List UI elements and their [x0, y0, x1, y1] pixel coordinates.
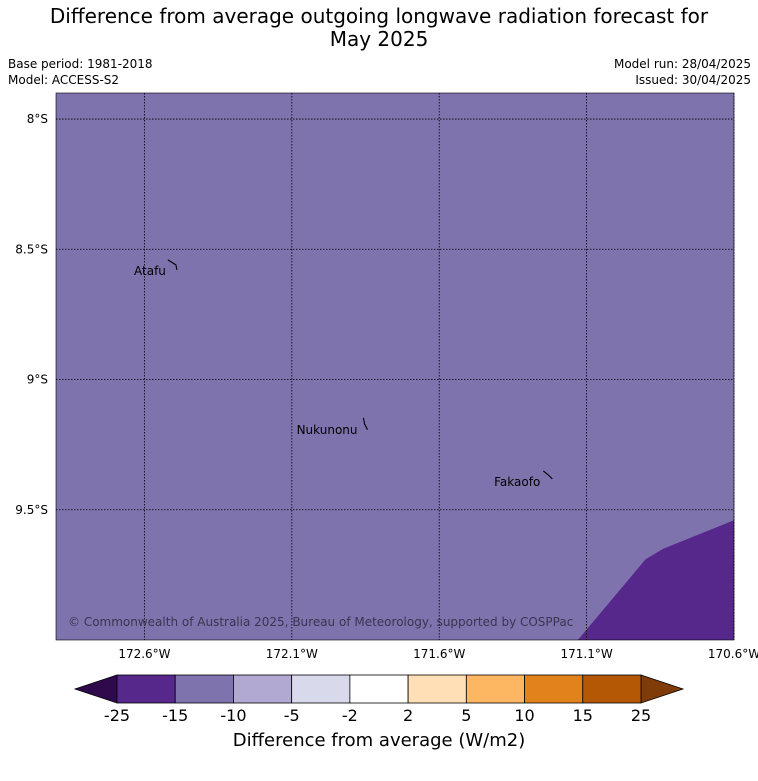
lat-tick-label: 8.5°S: [15, 242, 48, 256]
metadata-left: Base period: 1981-2018 Model: ACCESS-S2: [8, 56, 153, 88]
copyright-text: © Commonwealth of Australia 2025, Bureau…: [68, 615, 573, 629]
lat-tick-label: 9°S: [27, 373, 48, 387]
place-label-atafu: Atafu: [134, 264, 166, 278]
model-text: Model: ACCESS-S2: [8, 73, 120, 87]
colorbar-tick-label: -15: [162, 706, 188, 725]
colorbar-tick-label: -25: [104, 706, 130, 725]
colorbar-segment: [116, 674, 176, 704]
colorbar-label: Difference from average (W/m2): [232, 730, 526, 751]
colorbar-tick-label: 15: [573, 706, 593, 725]
colorbar-segment: [582, 674, 642, 704]
title-line-2: May 2025: [329, 27, 429, 51]
lon-tick-label: 171.1°W: [560, 647, 612, 661]
model-run-text: Model run: 28/04/2025: [613, 57, 751, 71]
colorbar-tick-label: 5: [461, 706, 471, 725]
island-outline-nukunonu: [362, 417, 368, 431]
colorbar-under-extension: [73, 674, 118, 704]
place-label-nukunonu: Nukunonu: [297, 423, 358, 437]
colorbar-segment: [524, 674, 584, 704]
anomaly-region-below-minus15: [577, 520, 734, 640]
metadata-right: Model run: 28/04/2025 Issued: 30/04/2025: [614, 56, 751, 88]
lon-tick-label: 171.6°W: [413, 647, 465, 661]
lat-tick-label: 9.5°S: [15, 503, 48, 517]
colorbar-segment: [174, 674, 234, 704]
lat-tick-label: 8°S: [27, 112, 48, 126]
forecast-map: 172.6°W 172.1°W 171.6°W 171.1°W 170.6°W 8°S 8.…: [15, 92, 758, 661]
colorbar-tick-label: -2: [342, 706, 358, 725]
place-label-fakaofo: Fakaofo: [494, 475, 540, 489]
lon-tick-label: 172.6°W: [118, 647, 170, 661]
lon-tick-label: 170.6°W: [708, 647, 758, 661]
page-title: Difference from average outgoing longwav…: [0, 5, 758, 51]
issued-text: Issued: 30/04/2025: [635, 73, 751, 87]
lon-tick-label: 172.1°W: [266, 647, 318, 661]
colorbar-tick-label: -10: [220, 706, 246, 725]
colorbar-segment: [291, 674, 351, 704]
map-frame: [55, 92, 735, 641]
colorbar-tick-label: -5: [284, 706, 300, 725]
title-line-1: Difference from average outgoing longwav…: [49, 4, 709, 28]
island-outline-fakaofo: [542, 470, 553, 480]
colorbar-segment: [233, 674, 293, 704]
island-outline-atafu: [167, 259, 178, 271]
colorbar-over-extension: [640, 674, 685, 704]
base-period-text: Base period: 1981-2018: [8, 57, 153, 71]
colorbar-tick-label: 2: [403, 706, 413, 725]
colorbar-segment: [465, 674, 525, 704]
map-background-field: [56, 93, 734, 640]
colorbar-tick-label: 10: [514, 706, 534, 725]
colorbar-tick-label: 25: [631, 706, 651, 725]
colorbar-segment: [349, 674, 409, 704]
colorbar-segment: [407, 674, 467, 704]
